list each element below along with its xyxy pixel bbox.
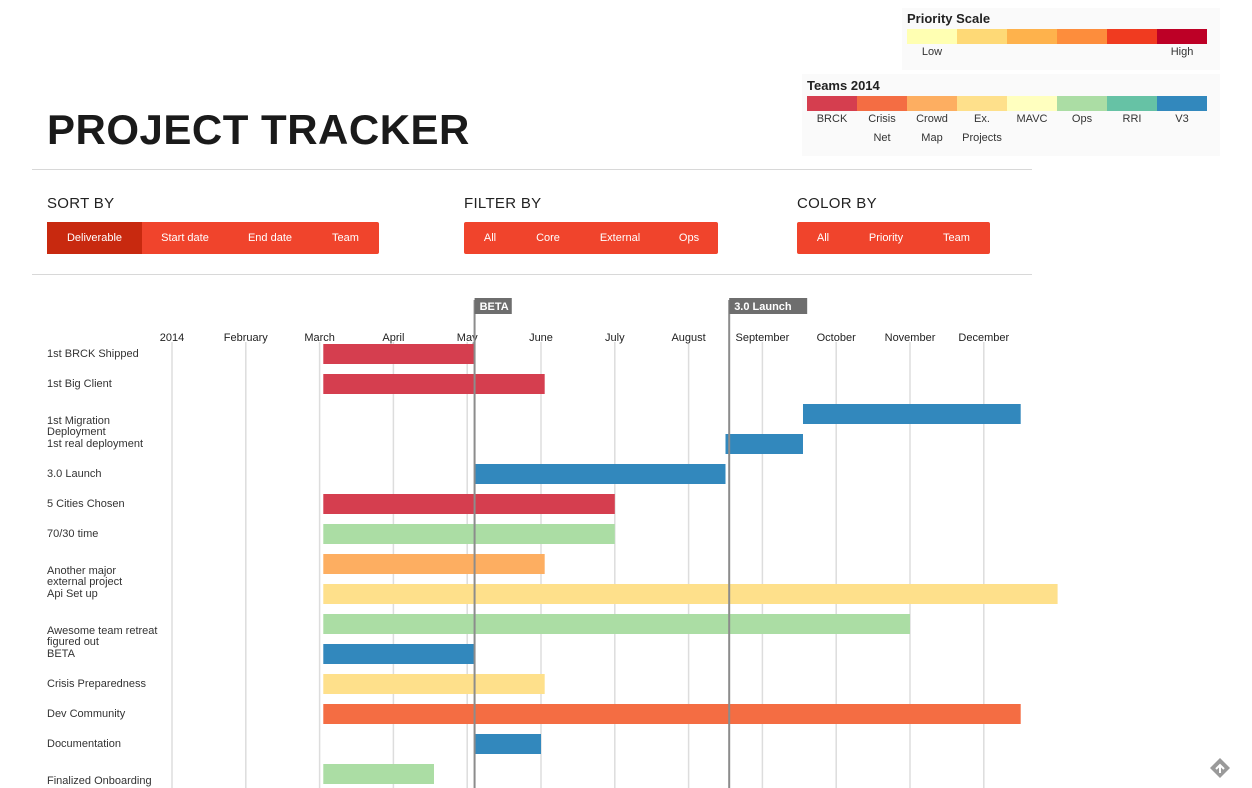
task-bar: [802, 404, 1021, 424]
task-bar: [725, 434, 803, 454]
priority-swatches: [907, 29, 1207, 44]
divider-bottom: [32, 274, 1032, 275]
task-bar: [474, 734, 541, 754]
team-label-1: BRCK: [816, 113, 848, 125]
team-label-2: Crisis Net: [868, 113, 896, 144]
filter-by-group: All Core External Ops: [464, 222, 718, 254]
task-label: 5 Cities Chosen: [47, 498, 125, 510]
month-label: October: [817, 332, 856, 344]
task-label: Awesome team retreat figured out: [47, 625, 157, 648]
task-bar: [323, 344, 475, 364]
team-swatch-8: [1157, 96, 1207, 111]
sort-by-label: SORT BY: [47, 195, 115, 212]
task-label: 1st Big Client: [47, 378, 112, 390]
month-label: December: [958, 332, 1009, 344]
month-label: 2014: [160, 332, 184, 344]
sort-by-group: Deliverable Start date End date Team: [47, 222, 379, 254]
color-priority-button[interactable]: Priority: [868, 232, 904, 244]
team-label-6: Ops: [1071, 113, 1093, 125]
color-all-button[interactable]: All: [816, 232, 830, 244]
month-label: April: [382, 332, 404, 344]
task-label: Finalized Onboardingprocess: [47, 775, 152, 788]
team-swatch-7: [1107, 96, 1157, 111]
filter-core-button[interactable]: Core: [536, 232, 560, 244]
month-label: June: [529, 332, 553, 344]
color-by-group: All Priority Team: [797, 222, 990, 254]
priority-swatch-4: [1057, 29, 1107, 44]
task-label: 70/30 time: [47, 528, 98, 540]
milestone-tag: [729, 298, 808, 314]
priority-swatch-6: [1157, 29, 1207, 44]
team-label-8: V3: [1175, 113, 1189, 125]
team-swatch-1: [807, 96, 857, 111]
month-label: February: [224, 332, 269, 344]
task-label: Api Set up: [47, 588, 98, 600]
month-label: November: [885, 332, 936, 344]
task-label: 3.0 Launch: [47, 468, 101, 480]
teams-legend: [802, 74, 1220, 156]
task-label: Crisis Preparedness: [47, 678, 147, 690]
month-label: July: [605, 332, 625, 344]
sort-deliverable-button[interactable]: Deliverable: [47, 222, 142, 254]
team-swatch-3: [907, 96, 957, 111]
task-bar: [323, 764, 434, 784]
task-bar: [323, 614, 910, 634]
task-bar: [323, 524, 615, 544]
team-swatch-2: [857, 96, 907, 111]
team-swatch-4: [957, 96, 1007, 111]
team-label-7: RRI: [1122, 113, 1142, 125]
filter-by-label: FILTER BY: [464, 195, 542, 212]
filter-all-button[interactable]: All: [483, 232, 497, 244]
page-title: PROJECT TRACKER: [47, 106, 470, 153]
priority-swatch-3: [1007, 29, 1057, 44]
teams-legend-title: Teams 2014: [807, 78, 880, 93]
priority-high-label: High: [1170, 46, 1194, 58]
priority-swatch-2: [957, 29, 1007, 44]
priority-swatch-5: [1107, 29, 1157, 44]
month-label: March: [304, 332, 335, 344]
month-label: September: [735, 332, 789, 344]
month-label: August: [671, 332, 705, 344]
filter-external-button[interactable]: External: [599, 232, 641, 244]
milestone-label: BETA: [480, 301, 509, 313]
filter-ops-button[interactable]: Ops: [678, 232, 700, 244]
milestone-label: 3.0 Launch: [734, 301, 792, 313]
color-team-button[interactable]: Team: [943, 232, 970, 244]
sort-team-button[interactable]: Team: [332, 232, 359, 244]
milestone-tag: [474, 298, 512, 314]
sort-start-date-button[interactable]: Start date: [161, 232, 209, 244]
task-bar: [323, 374, 545, 394]
task-label: BETA: [47, 648, 76, 660]
task-bar: [323, 554, 545, 574]
task-bar: [323, 674, 545, 694]
task-label: Another major external project: [47, 565, 122, 588]
task-label: Dev Community: [47, 708, 126, 720]
color-by-label: COLOR BY: [797, 195, 877, 212]
task-bar: [323, 644, 475, 664]
task-bar: [474, 464, 726, 484]
task-bar: [323, 704, 1021, 724]
team-label-5: MAVC: [1016, 113, 1048, 125]
month-label: May: [457, 332, 478, 344]
team-label-3: Crowd Map: [916, 113, 948, 144]
task-label: Documentation: [47, 738, 121, 750]
task-bar: [323, 494, 615, 514]
priority-legend-title: Priority Scale: [907, 11, 991, 26]
divider-top: [32, 169, 1032, 170]
team-swatch-5: [1007, 96, 1057, 111]
feedback-icon[interactable]: [1208, 756, 1232, 780]
task-label: 1st real deployment: [47, 438, 143, 450]
team-swatch-6: [1057, 96, 1107, 111]
priority-low-label: Low: [921, 46, 943, 58]
task-label: 1st Migration Deployment: [47, 415, 110, 438]
team-swatches: [807, 96, 1207, 111]
priority-swatch-1: [907, 29, 957, 44]
task-label: 1st BRCK Shipped: [47, 348, 139, 360]
team-label-4: Ex. Projects: [962, 113, 1002, 144]
sort-end-date-button[interactable]: End date: [247, 232, 293, 244]
task-bar: [323, 584, 1058, 604]
